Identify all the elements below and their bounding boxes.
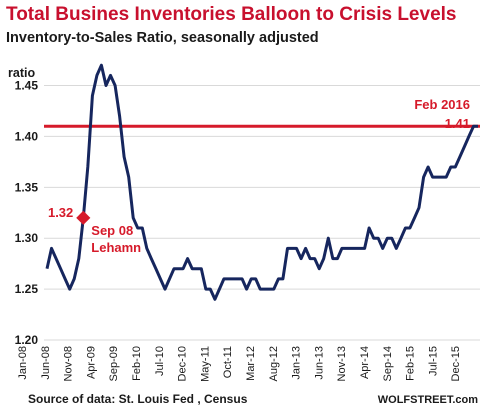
- x-axis-ticks: Jan-08 Jun-08 Nov-08 Apr-09 Sep-09 Feb-10 Jul-…: [17, 346, 462, 382]
- brand-logo: WOLFSTREET.com: [377, 394, 478, 406]
- y-tick-label: 1.30: [15, 231, 39, 245]
- x-tick-label: Nov-08: [63, 346, 75, 381]
- x-tick-label: Jan-13: [291, 346, 303, 380]
- y-tick-label: 1.35: [15, 180, 39, 194]
- x-tick-label: Dec-15: [450, 346, 462, 381]
- reference-date-label: Feb 2016: [414, 97, 470, 112]
- y-tick-label: 1.25: [15, 282, 39, 296]
- source-note: Source of data: St. Louis Fed , Census: [28, 392, 248, 406]
- x-tick-label: Nov-13: [336, 346, 348, 381]
- y-axis-ticks: 1.20 1.25 1.30 1.35 1.40 1.45: [15, 79, 39, 347]
- series-line: [45, 63, 478, 301]
- x-tick-label: Dec-10: [177, 346, 189, 381]
- x-tick-label: Mar-12: [245, 346, 257, 381]
- y-tick-label: 1.20: [15, 333, 39, 347]
- x-tick-label: Jan-08: [17, 346, 29, 380]
- reference-value-label: 1.41: [445, 116, 470, 131]
- x-tick-label: Jul-15: [427, 346, 439, 376]
- x-tick-label: Jun-13: [313, 346, 325, 380]
- y-tick-label: 1.45: [15, 79, 39, 93]
- x-tick-label: Apr-09: [85, 346, 97, 379]
- x-tick-label: Apr-14: [359, 346, 371, 379]
- chart-title: Total Busines Inventories Balloon to Cri…: [6, 4, 457, 25]
- x-tick-label: Feb-15: [405, 346, 417, 381]
- y-tick-label: 1.40: [15, 129, 39, 143]
- annotation-label-line2: Lehamn: [91, 240, 141, 255]
- x-tick-label: Jun-08: [40, 346, 52, 380]
- x-tick-label: Sep-14: [382, 346, 394, 381]
- x-tick-label: Aug-12: [268, 346, 280, 381]
- x-tick-label: Jul-10: [154, 346, 166, 376]
- gridlines: [44, 85, 480, 341]
- annotation-label-line1: Sep 08: [91, 223, 133, 238]
- x-tick-label: Sep-09: [108, 346, 120, 381]
- x-tick-label: May-11: [199, 346, 211, 382]
- annotation-value-label: 1.32: [48, 205, 73, 220]
- y-axis-label: ratio: [8, 66, 36, 80]
- annotation-marker: [76, 210, 91, 225]
- chart-subtitle: Inventory-to-Sales Ratio, seasonally adj…: [6, 30, 319, 46]
- x-tick-label: Feb-10: [131, 346, 143, 381]
- x-tick-label: Oct-11: [222, 346, 234, 378]
